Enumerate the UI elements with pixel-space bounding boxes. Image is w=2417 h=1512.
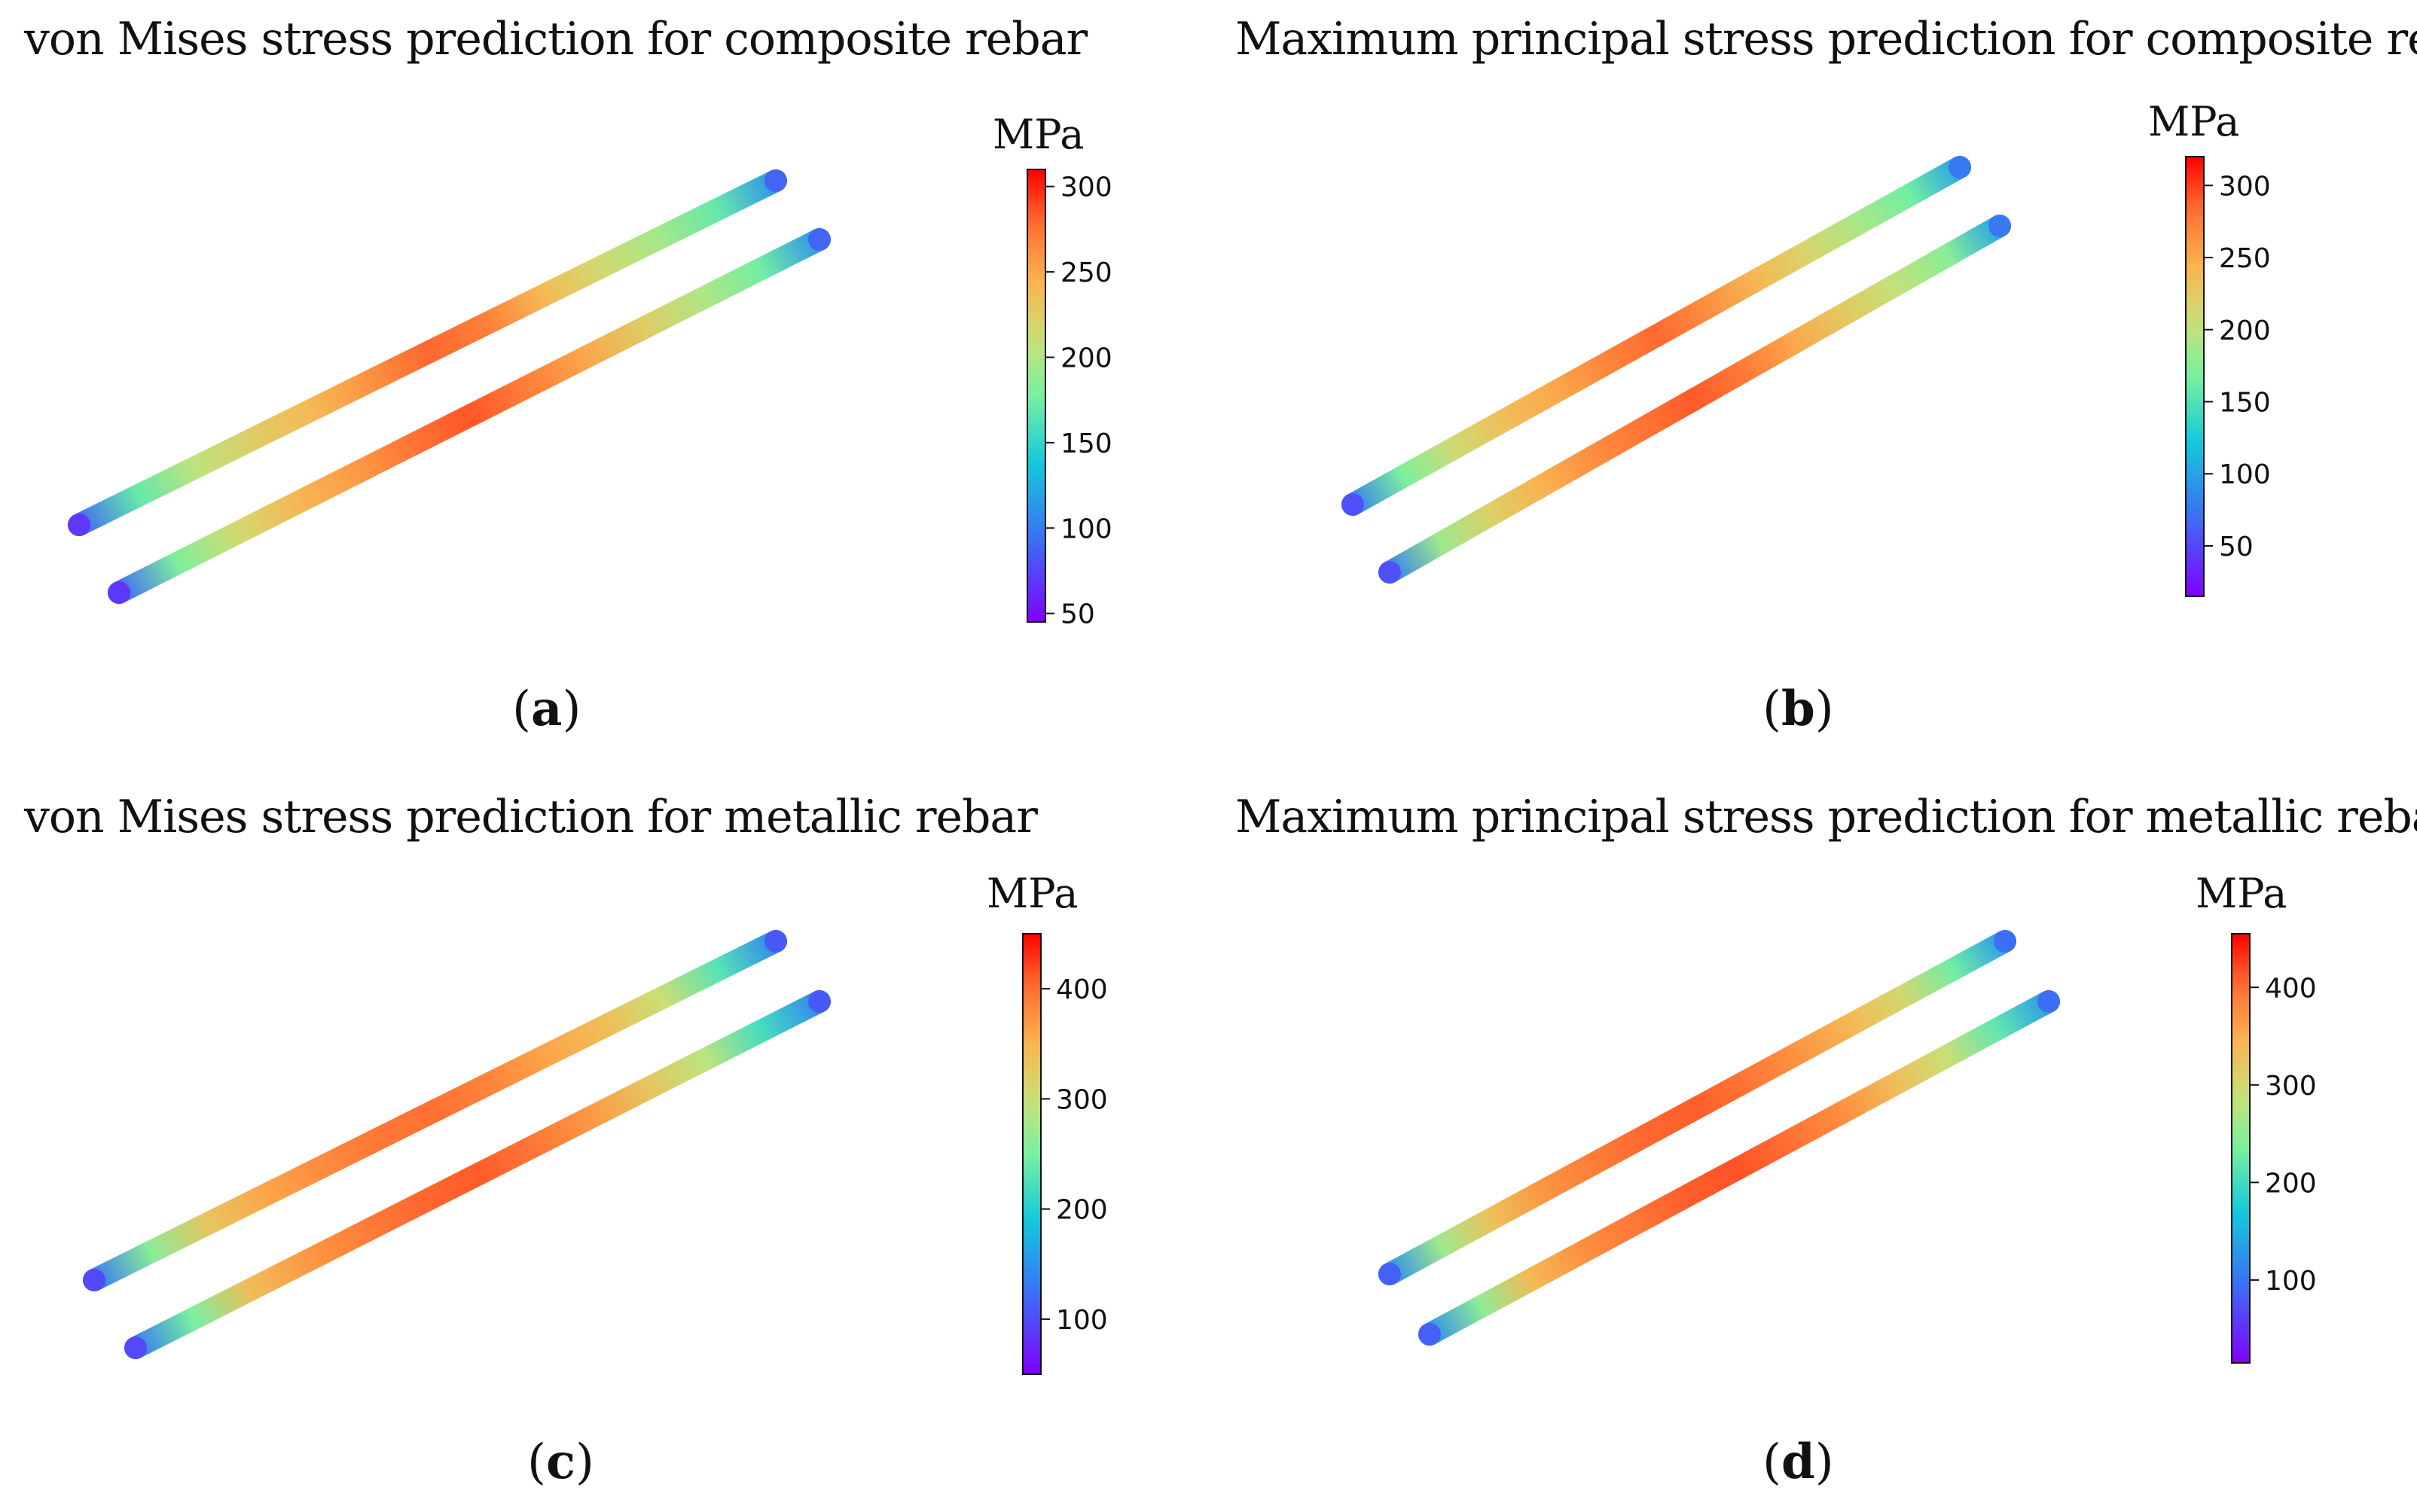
panel-d-colorbar-tick-label: 100	[2265, 1266, 2317, 1297]
panel-b-colorbar-tick-label: 250	[2219, 243, 2271, 274]
panel-b-colorbar	[2185, 156, 2205, 597]
panel-a-rebar-upper-end-cap	[764, 169, 787, 192]
panel-a-rebar-upper	[68, 169, 787, 536]
panel-c-caption: (c)	[527, 1434, 594, 1490]
panel-b-rebar-lower-start-cap	[1378, 561, 1401, 584]
panel-a-colorbar-tick-label: 250	[1060, 258, 1112, 288]
panel-a-colorbar-tick-label: 50	[1060, 599, 1095, 630]
panel-b-caption: (b)	[1762, 681, 1834, 737]
panel-d-rebar-lower-start-cap	[1418, 1323, 1441, 1346]
panel-b-rebar-upper-end-cap	[1949, 156, 1971, 178]
panel-d-rebar-lower	[1418, 990, 2060, 1346]
panel-b-rebar-upper-start-cap	[1341, 493, 1364, 516]
panel-b-rebar-lower	[1378, 215, 2011, 584]
panel-a-caption: (a)	[512, 681, 581, 737]
panel-a-rebar-lower-end-cap	[808, 228, 831, 251]
panel-c-rebar-lower-start-cap	[124, 1337, 147, 1359]
panel-d-rebar-upper-start-cap	[1378, 1263, 1401, 1285]
panel-c-rebar-lower-end-cap	[808, 990, 831, 1013]
panel-b-colorbar-tick-label: 150	[2219, 388, 2271, 419]
panel-c-colorbar-tick-label: 100	[1056, 1305, 1108, 1336]
panel-d-title: Maximum principal stress prediction for …	[1235, 791, 2417, 843]
panel-d-colorbar-tick-label: 300	[2265, 1071, 2317, 1102]
panel-b-colorbar-tick-label: 100	[2219, 459, 2271, 490]
panel-d-unit-label: MPa	[2196, 870, 2287, 917]
panel-a-colorbar-tick-label: 100	[1060, 514, 1112, 544]
panel-a-colorbar-tick-label: 150	[1060, 428, 1112, 459]
panel-b-colorbar-tick-label: 200	[2219, 316, 2271, 346]
panel-b-rebar-lower-end-cap	[1988, 215, 2011, 237]
figure-layer: 50 100 150 200 250 300 50 100 150 200 250 300 100 200…	[68, 156, 2317, 1375]
panel-c-colorbar	[1022, 933, 1042, 1375]
panel-c-colorbar-tick-label: 300	[1056, 1084, 1108, 1115]
panel-a-title: von Mises stress prediction for composit…	[24, 13, 1088, 66]
panel-a-colorbar-tick-label: 200	[1060, 343, 1112, 373]
panel-c-title: von Mises stress prediction for metallic…	[24, 791, 1038, 843]
panel-b-colorbar-tick-label: 50	[2219, 532, 2254, 562]
panel-d-colorbar-tick-label: 200	[2265, 1168, 2317, 1199]
panel-c-unit-label: MPa	[987, 870, 1079, 917]
panel-d-rebar-upper	[1378, 930, 2016, 1285]
panel-c-colorbar-tick-label: 400	[1056, 974, 1108, 1005]
panel-a-colorbar	[1027, 169, 1046, 623]
panel-d-rebar-upper-end-cap	[1994, 930, 2016, 953]
panel-d-colorbar	[2231, 933, 2251, 1364]
panel-b-unit-label: MPa	[2148, 98, 2240, 145]
panel-c-rebar-upper	[83, 930, 787, 1291]
panel-d-colorbar-tick-label: 400	[2265, 973, 2317, 1004]
panel-a-colorbar-tick-label: 300	[1060, 172, 1112, 203]
panel-a-rebar-lower-start-cap	[108, 581, 130, 604]
panel-c-rebar-upper-start-cap	[83, 1269, 105, 1291]
panel-c-rebar-upper-end-cap	[764, 930, 787, 953]
panel-a-rebar-lower	[108, 228, 831, 604]
panel-d-caption: (d)	[1762, 1434, 1834, 1490]
panel-d-rebar-lower-end-cap	[2037, 990, 2060, 1013]
panel-b-colorbar-tick-label: 300	[2219, 171, 2271, 202]
panel-c-rebar-lower	[124, 990, 831, 1359]
panel-b-rebar-upper	[1341, 156, 1971, 516]
panel-c-colorbar-tick-label: 200	[1056, 1195, 1108, 1226]
panel-b-title: Maximum principal stress prediction for …	[1235, 13, 2417, 66]
panel-a-rebar-upper-start-cap	[68, 514, 90, 536]
panel-a-unit-label: MPa	[993, 111, 1085, 158]
